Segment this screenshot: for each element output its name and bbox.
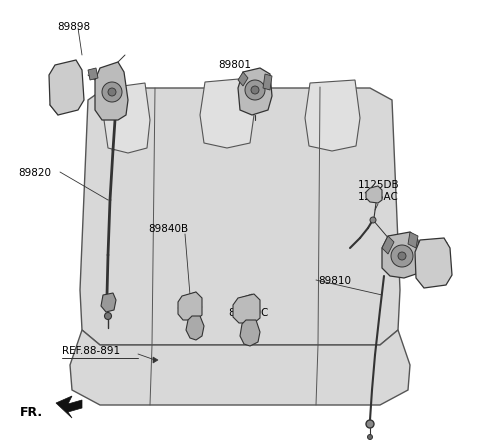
Polygon shape (382, 232, 420, 278)
Text: 89810: 89810 (318, 276, 351, 286)
Text: 89840B: 89840B (148, 224, 188, 234)
Circle shape (391, 245, 413, 267)
Text: 1125AC: 1125AC (358, 192, 399, 202)
Polygon shape (263, 74, 272, 90)
Circle shape (251, 86, 259, 94)
Text: 89898: 89898 (57, 22, 90, 32)
Text: 89830C: 89830C (228, 308, 268, 318)
Circle shape (368, 435, 372, 439)
Text: 89820: 89820 (18, 168, 51, 178)
Polygon shape (200, 78, 254, 148)
Polygon shape (70, 330, 410, 405)
Polygon shape (88, 68, 98, 80)
Text: FR.: FR. (20, 405, 43, 419)
Polygon shape (153, 357, 158, 363)
Polygon shape (238, 72, 248, 86)
Polygon shape (408, 232, 418, 248)
Circle shape (366, 420, 374, 428)
Polygon shape (186, 316, 204, 340)
Text: 89801: 89801 (218, 60, 251, 70)
Polygon shape (305, 80, 360, 151)
Polygon shape (101, 293, 116, 312)
Polygon shape (238, 68, 272, 115)
Circle shape (102, 82, 122, 102)
Polygon shape (104, 83, 150, 153)
Polygon shape (366, 186, 382, 203)
Polygon shape (95, 62, 128, 120)
Polygon shape (415, 238, 452, 288)
Polygon shape (80, 88, 400, 345)
Circle shape (398, 252, 406, 260)
Text: 89897: 89897 (415, 242, 448, 252)
Circle shape (245, 80, 265, 100)
Polygon shape (233, 294, 260, 323)
Polygon shape (382, 236, 394, 254)
Circle shape (370, 217, 376, 223)
Polygon shape (56, 396, 82, 418)
Circle shape (108, 88, 116, 96)
Text: 1125DB: 1125DB (358, 180, 400, 190)
Circle shape (105, 312, 111, 319)
Polygon shape (49, 60, 84, 115)
Polygon shape (240, 320, 260, 346)
Polygon shape (178, 292, 202, 320)
Text: REF.88-891: REF.88-891 (62, 346, 120, 356)
